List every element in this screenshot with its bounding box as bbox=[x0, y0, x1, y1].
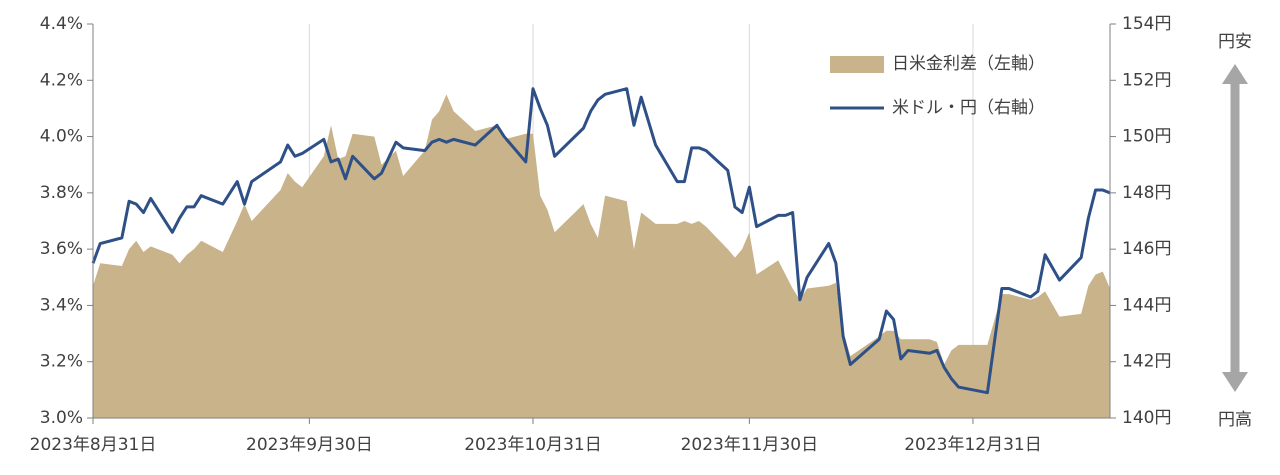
y-tick-label: 4.2% bbox=[40, 70, 83, 90]
arrow-head-up bbox=[1222, 64, 1248, 84]
y2-tick-label: 152円 bbox=[1122, 70, 1171, 90]
legend-label: 米ドル・円（右軸） bbox=[892, 98, 1045, 118]
annotation-weak-yen: 円安 bbox=[1218, 32, 1252, 52]
axes: 2023年8月31日 2023年9月30日 2023年10月31日 2023年11月3… bbox=[30, 14, 1172, 455]
legend: 日米金利差（左軸） 米ドル・円（右軸） bbox=[830, 54, 1045, 118]
x-tick-label: 2023年8月31日 bbox=[30, 435, 157, 455]
y2-tick-label: 140円 bbox=[1122, 408, 1171, 428]
y-tick-label: 3.2% bbox=[40, 352, 83, 372]
y2-tick-label: 146円 bbox=[1122, 239, 1171, 259]
y2-tick-label: 142円 bbox=[1122, 352, 1171, 372]
direction-indicator: 円安 円高 bbox=[1218, 32, 1252, 430]
y2-tick-label: 150円 bbox=[1122, 127, 1171, 147]
annotation-strong-yen: 円高 bbox=[1218, 410, 1252, 430]
x-tick-label: 2023年12月31日 bbox=[904, 435, 1042, 455]
plot-area bbox=[91, 87, 1111, 418]
x-tick-label: 2023年10月31日 bbox=[464, 435, 602, 455]
legend-swatch bbox=[830, 56, 884, 73]
y2-tick-label: 148円 bbox=[1122, 183, 1171, 203]
x-tick-label: 2023年9月30日 bbox=[246, 435, 373, 455]
y-tick-label: 3.8% bbox=[40, 183, 83, 203]
y-tick-label: 3.4% bbox=[40, 295, 83, 315]
y2-tick-label: 144円 bbox=[1122, 295, 1171, 315]
area bbox=[93, 94, 1110, 418]
y2-tick-label: 154円 bbox=[1122, 14, 1171, 34]
y-tick-label: 4.0% bbox=[40, 127, 83, 147]
x-tick-label: 2023年11月30日 bbox=[681, 435, 819, 455]
legend-label: 日米金利差（左軸） bbox=[892, 54, 1045, 74]
arrow-head-down bbox=[1222, 372, 1248, 392]
line bbox=[91, 87, 1111, 395]
y-tick-label: 4.4% bbox=[40, 14, 83, 34]
y-tick-label: 3.6% bbox=[40, 239, 83, 259]
y-tick-label: 3.0% bbox=[40, 408, 83, 428]
